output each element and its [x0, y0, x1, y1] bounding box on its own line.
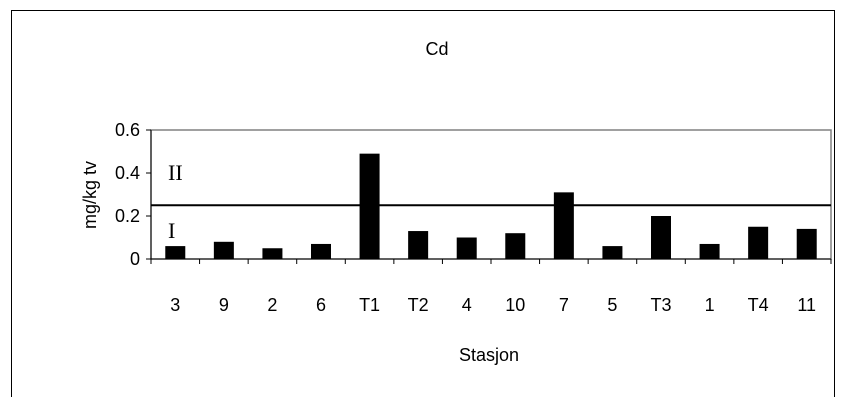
x-axis-label: Stasjon [459, 345, 519, 365]
bar-t1 [359, 153, 380, 259]
x-tick-label: 9 [219, 295, 229, 315]
bars [165, 153, 817, 259]
x-tick-label: T4 [748, 295, 769, 315]
x-tick-label: 1 [705, 295, 715, 315]
x-ticks: 3 9 2 6 T1 T2 4 10 7 5 T3 1 T4 11 [150, 259, 832, 315]
bar-1 [699, 243, 720, 259]
x-tick-label: 11 [797, 295, 816, 315]
bar-5 [602, 246, 623, 259]
chart-frame [11, 10, 835, 397]
chart-title: Cd [425, 39, 448, 59]
x-tick-label: T1 [359, 295, 380, 315]
y-tick-label: 0 [130, 249, 140, 269]
bar-11 [796, 228, 817, 259]
bar-7 [553, 192, 574, 259]
y-axis-label: mg/kg tv [80, 161, 100, 229]
y-tick-label: 0.2 [115, 206, 140, 226]
bar-t3 [651, 216, 671, 259]
x-tick-label: T3 [650, 295, 671, 315]
class-label-ii: II [168, 160, 183, 185]
bar-2 [262, 248, 283, 259]
y-ticks: 0 0.2 0.4 0.6 [115, 120, 151, 269]
bar-t4 [748, 226, 769, 259]
bar-t2 [408, 231, 429, 259]
class-label-i: I [168, 218, 175, 243]
x-tick-label: 2 [267, 295, 277, 315]
y-tick-label: 0.6 [115, 120, 140, 140]
bar-6 [311, 243, 331, 259]
bar-4 [456, 237, 477, 259]
x-tick-label: 3 [170, 295, 180, 315]
x-tick-label: 10 [505, 295, 525, 315]
plot-area [150, 129, 832, 260]
bar-10 [505, 233, 526, 259]
bar-9 [213, 241, 234, 259]
x-tick-label: T2 [408, 295, 429, 315]
x-tick-label: 7 [559, 295, 569, 315]
x-tick-label: 5 [607, 295, 617, 315]
bar-3 [165, 246, 186, 259]
x-tick-label: 4 [462, 295, 472, 315]
x-tick-label: 6 [316, 295, 326, 315]
y-tick-label: 0.4 [115, 163, 140, 183]
